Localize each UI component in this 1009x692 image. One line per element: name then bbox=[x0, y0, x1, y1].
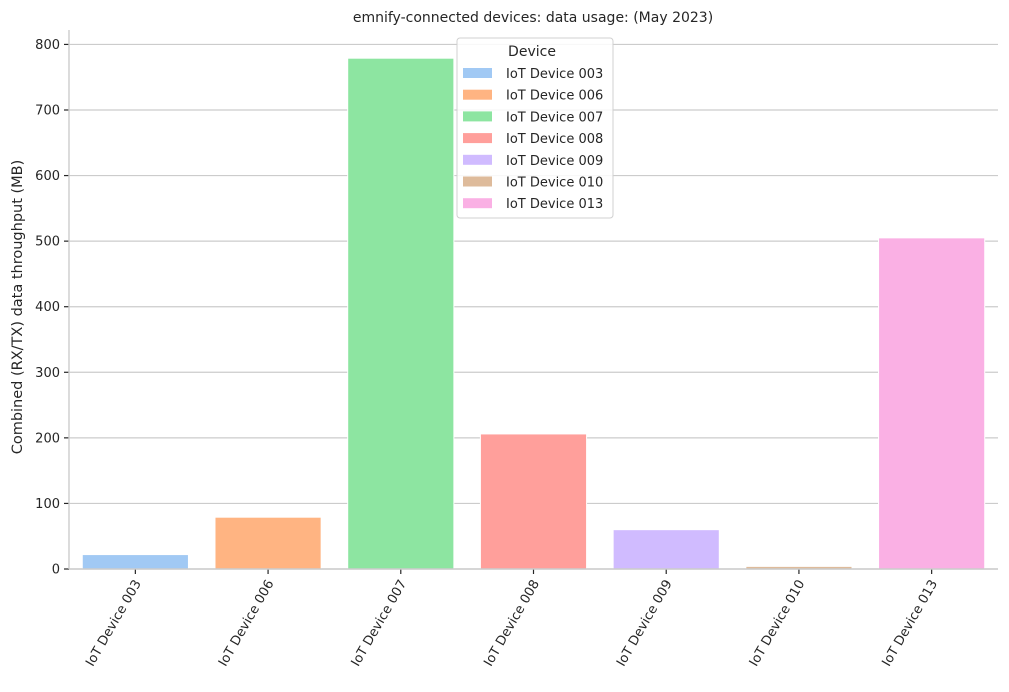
bar-iot-device-006 bbox=[214, 516, 322, 570]
legend-swatch bbox=[463, 68, 492, 78]
x-tick-label: IoT Device 008 bbox=[481, 578, 543, 670]
legend-entry: IoT Device 013 bbox=[506, 197, 603, 212]
legend-swatch bbox=[463, 111, 492, 122]
legend-swatch bbox=[463, 198, 492, 209]
bar-iot-device-008 bbox=[479, 433, 588, 570]
legend-swatch bbox=[463, 176, 492, 187]
legend-frame bbox=[456, 37, 614, 219]
bar-iot-device-009 bbox=[612, 529, 720, 570]
legend-entry: IoT Device 007 bbox=[506, 110, 603, 125]
legend-entry: IoT Device 003 bbox=[506, 67, 603, 82]
x-tick-label: IoT Device 007 bbox=[349, 578, 411, 670]
x-tick-label: IoT Device 013 bbox=[879, 578, 941, 670]
y-tick-label: 700 bbox=[35, 103, 60, 118]
y-tick-label: 400 bbox=[35, 300, 60, 315]
x-tick-label: IoT Device 003 bbox=[83, 578, 145, 670]
legend-swatch bbox=[463, 154, 492, 165]
legend-swatch bbox=[463, 133, 492, 144]
y-tick-label: 300 bbox=[35, 366, 60, 381]
legend-swatch bbox=[463, 89, 492, 100]
x-tick-label: IoT Device 010 bbox=[747, 578, 809, 670]
y-tick-label: 500 bbox=[35, 235, 60, 250]
y-tick-label: 600 bbox=[35, 169, 60, 184]
x-tick-label: IoT Device 009 bbox=[614, 578, 676, 670]
bar-iot-device-007 bbox=[347, 57, 455, 570]
legend: Device IoT Device 003 IoT Device 006 IoT De… bbox=[456, 37, 614, 219]
y-tick-label: 100 bbox=[35, 497, 60, 512]
bar-iot-device-003 bbox=[81, 554, 189, 570]
legend-entry: IoT Device 006 bbox=[506, 89, 603, 104]
legend-entry: IoT Device 009 bbox=[506, 154, 603, 169]
x-tick-label: IoT Device 006 bbox=[216, 578, 278, 670]
legend-title: Device bbox=[508, 44, 556, 60]
y-tick-label: 800 bbox=[35, 38, 60, 53]
legend-entry: IoT Device 008 bbox=[506, 132, 603, 147]
legend-entry: IoT Device 010 bbox=[506, 176, 603, 191]
bar-iot-device-013 bbox=[878, 237, 986, 570]
y-tick-label: 0 bbox=[52, 563, 60, 578]
y-axis-label: Combined (RX/TX) data throughput (MB) bbox=[10, 160, 26, 455]
chart-title: emnify-connected devices: data usage: (M… bbox=[353, 10, 713, 26]
y-tick-label: 200 bbox=[35, 431, 60, 446]
